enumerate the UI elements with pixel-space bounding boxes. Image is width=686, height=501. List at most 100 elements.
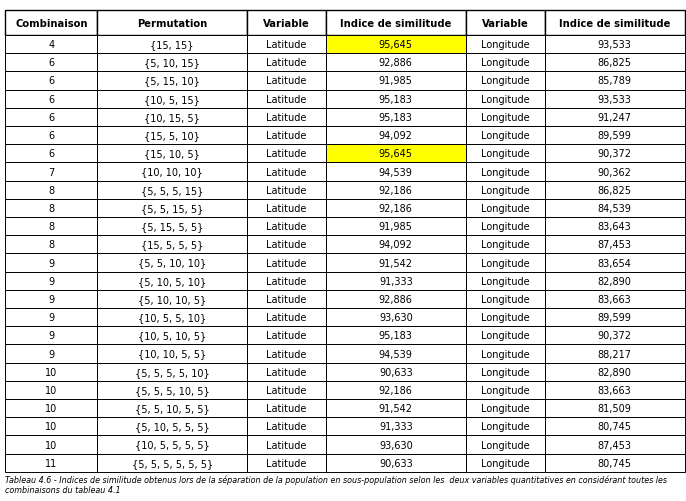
Text: 83,663: 83,663: [598, 385, 632, 395]
Bar: [247, 11, 326, 36]
Bar: [326, 309, 466, 327]
Text: 8: 8: [49, 240, 54, 250]
Text: 8: 8: [49, 185, 54, 195]
Bar: [97, 435, 247, 454]
Text: 95,183: 95,183: [379, 331, 413, 341]
Text: Longitude: Longitude: [481, 258, 530, 268]
Bar: [247, 217, 326, 236]
Bar: [97, 72, 247, 90]
Bar: [97, 254, 247, 272]
Bar: [466, 109, 545, 127]
Text: Longitude: Longitude: [481, 367, 530, 377]
Bar: [326, 217, 466, 236]
Text: Latitude: Latitude: [266, 349, 307, 359]
Bar: [97, 90, 247, 109]
Bar: [326, 399, 466, 417]
Bar: [545, 254, 685, 272]
Bar: [545, 217, 685, 236]
Bar: [97, 363, 247, 381]
Text: 91,333: 91,333: [379, 421, 413, 431]
Bar: [247, 381, 326, 399]
Text: Latitude: Latitude: [266, 113, 307, 123]
Bar: [5, 345, 97, 363]
Text: 94,539: 94,539: [379, 167, 413, 177]
Text: 90,372: 90,372: [598, 331, 632, 341]
Text: 94,092: 94,092: [379, 240, 413, 250]
Text: Longitude: Longitude: [481, 385, 530, 395]
Bar: [326, 272, 466, 290]
Text: 6: 6: [49, 113, 54, 123]
Bar: [97, 54, 247, 72]
Text: Latitude: Latitude: [266, 295, 307, 304]
Text: 90,633: 90,633: [379, 458, 413, 468]
Bar: [326, 54, 466, 72]
Text: 86,825: 86,825: [598, 185, 632, 195]
Text: {5, 5, 10, 10}: {5, 5, 10, 10}: [138, 258, 206, 268]
Text: 8: 8: [49, 203, 54, 213]
Bar: [326, 181, 466, 199]
Bar: [326, 290, 466, 309]
Text: Variable: Variable: [263, 19, 309, 29]
Text: Latitude: Latitude: [266, 131, 307, 141]
Text: Longitude: Longitude: [481, 167, 530, 177]
Text: 6: 6: [49, 131, 54, 141]
Bar: [326, 199, 466, 217]
Bar: [247, 272, 326, 290]
Bar: [326, 163, 466, 181]
Bar: [247, 36, 326, 54]
Text: 90,362: 90,362: [598, 167, 632, 177]
Bar: [5, 90, 97, 109]
Bar: [247, 109, 326, 127]
Text: 89,599: 89,599: [598, 313, 632, 323]
Text: 9: 9: [49, 295, 54, 304]
Text: Latitude: Latitude: [266, 76, 307, 86]
Text: {15, 15}: {15, 15}: [150, 40, 194, 50]
Bar: [466, 399, 545, 417]
Bar: [326, 435, 466, 454]
Text: {5, 10, 5, 5, 5}: {5, 10, 5, 5, 5}: [134, 421, 209, 431]
Text: Longitude: Longitude: [481, 295, 530, 304]
Text: 95,645: 95,645: [379, 40, 413, 50]
Bar: [97, 36, 247, 54]
Bar: [466, 327, 545, 345]
Text: 81,509: 81,509: [598, 403, 632, 413]
Bar: [326, 417, 466, 435]
Text: 85,789: 85,789: [598, 76, 632, 86]
Bar: [326, 90, 466, 109]
Text: 6: 6: [49, 58, 54, 68]
Bar: [5, 399, 97, 417]
Text: 10: 10: [45, 367, 58, 377]
Text: 90,372: 90,372: [598, 149, 632, 159]
Text: Longitude: Longitude: [481, 403, 530, 413]
Bar: [97, 163, 247, 181]
Bar: [97, 309, 247, 327]
Bar: [545, 11, 685, 36]
Bar: [466, 145, 545, 163]
Text: {10, 5, 15}: {10, 5, 15}: [144, 95, 200, 105]
Text: 80,745: 80,745: [598, 458, 632, 468]
Text: 10: 10: [45, 403, 58, 413]
Text: {5, 5, 15, 5}: {5, 5, 15, 5}: [141, 203, 203, 213]
Text: {15, 10, 5}: {15, 10, 5}: [144, 149, 200, 159]
Bar: [466, 163, 545, 181]
Text: Longitude: Longitude: [481, 440, 530, 450]
Bar: [326, 327, 466, 345]
Bar: [97, 145, 247, 163]
Bar: [466, 435, 545, 454]
Text: {5, 15, 10}: {5, 15, 10}: [144, 76, 200, 86]
Bar: [545, 54, 685, 72]
Bar: [545, 345, 685, 363]
Bar: [545, 127, 685, 145]
Text: {10, 10, 5, 5}: {10, 10, 5, 5}: [138, 349, 206, 359]
Bar: [247, 327, 326, 345]
Bar: [97, 417, 247, 435]
Text: Longitude: Longitude: [481, 221, 530, 231]
Bar: [97, 454, 247, 472]
Bar: [247, 290, 326, 309]
Bar: [545, 363, 685, 381]
Text: Longitude: Longitude: [481, 313, 530, 323]
Bar: [545, 181, 685, 199]
Bar: [545, 417, 685, 435]
Text: 90,633: 90,633: [379, 367, 413, 377]
Bar: [545, 90, 685, 109]
